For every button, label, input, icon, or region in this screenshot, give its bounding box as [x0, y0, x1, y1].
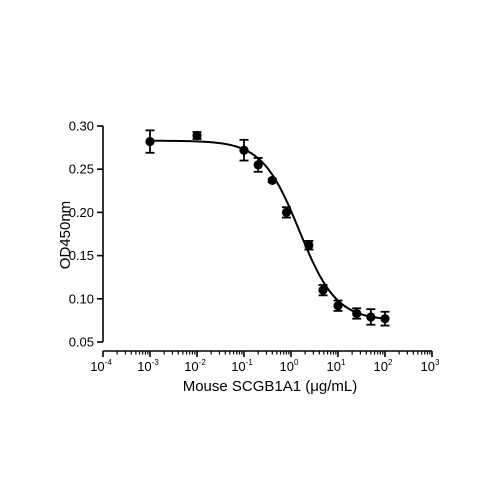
- marker: [380, 314, 390, 324]
- marker: [145, 136, 155, 147]
- data-point: [145, 129, 155, 154]
- data-point: [192, 130, 202, 141]
- marker: [318, 285, 328, 295]
- y-tick-label: 0.20: [69, 205, 94, 220]
- x-axis-title: Mouse SCGB1A1 (μg/mL): [183, 378, 358, 395]
- y-tick-label: 0.30: [69, 119, 94, 134]
- x-tick-label: 10-2: [184, 358, 206, 374]
- fit-curve-line: [150, 139, 386, 320]
- x-tick-label: 100: [280, 358, 299, 374]
- marker: [333, 301, 343, 311]
- marker: [192, 130, 202, 141]
- marker: [352, 308, 362, 319]
- y-axis: 0.05 0.10 0.15 0.20 0.25 0.30: [69, 119, 104, 350]
- marker: [366, 312, 376, 322]
- y-axis-title: OD450nm: [57, 201, 74, 269]
- y-tick-label: 0.05: [69, 335, 94, 350]
- data-point: [239, 138, 249, 162]
- data-point: [267, 175, 277, 186]
- marker: [239, 145, 249, 155]
- y-tick-label: 0.25: [69, 162, 94, 177]
- y-tick-label: 0.10: [69, 291, 94, 306]
- fit-curve: [150, 139, 386, 320]
- data-point: [304, 240, 314, 251]
- marker: [267, 175, 277, 186]
- data-point: [318, 284, 328, 297]
- x-tick-label: 102: [374, 358, 393, 374]
- marker: [281, 207, 292, 217]
- y-tick-label: 0.15: [69, 248, 94, 263]
- x-tick-label: 10-1: [231, 358, 253, 374]
- data-point: [253, 157, 263, 173]
- x-tick-label: 101: [327, 358, 346, 374]
- marker: [253, 160, 263, 170]
- data-point: [380, 310, 390, 327]
- x-tick-label: 10-4: [90, 358, 112, 374]
- x-axis: 10-4 10-3 10-2 10-1 100 101 102 103: [90, 350, 440, 374]
- data-point: [366, 308, 376, 326]
- x-tick-label: 103: [421, 358, 440, 374]
- x-tick-label: 10-3: [137, 358, 159, 374]
- data-point: [333, 299, 343, 312]
- data-point: [281, 206, 292, 219]
- data-point: [352, 307, 362, 320]
- data-points: [145, 129, 390, 327]
- marker: [304, 240, 314, 250]
